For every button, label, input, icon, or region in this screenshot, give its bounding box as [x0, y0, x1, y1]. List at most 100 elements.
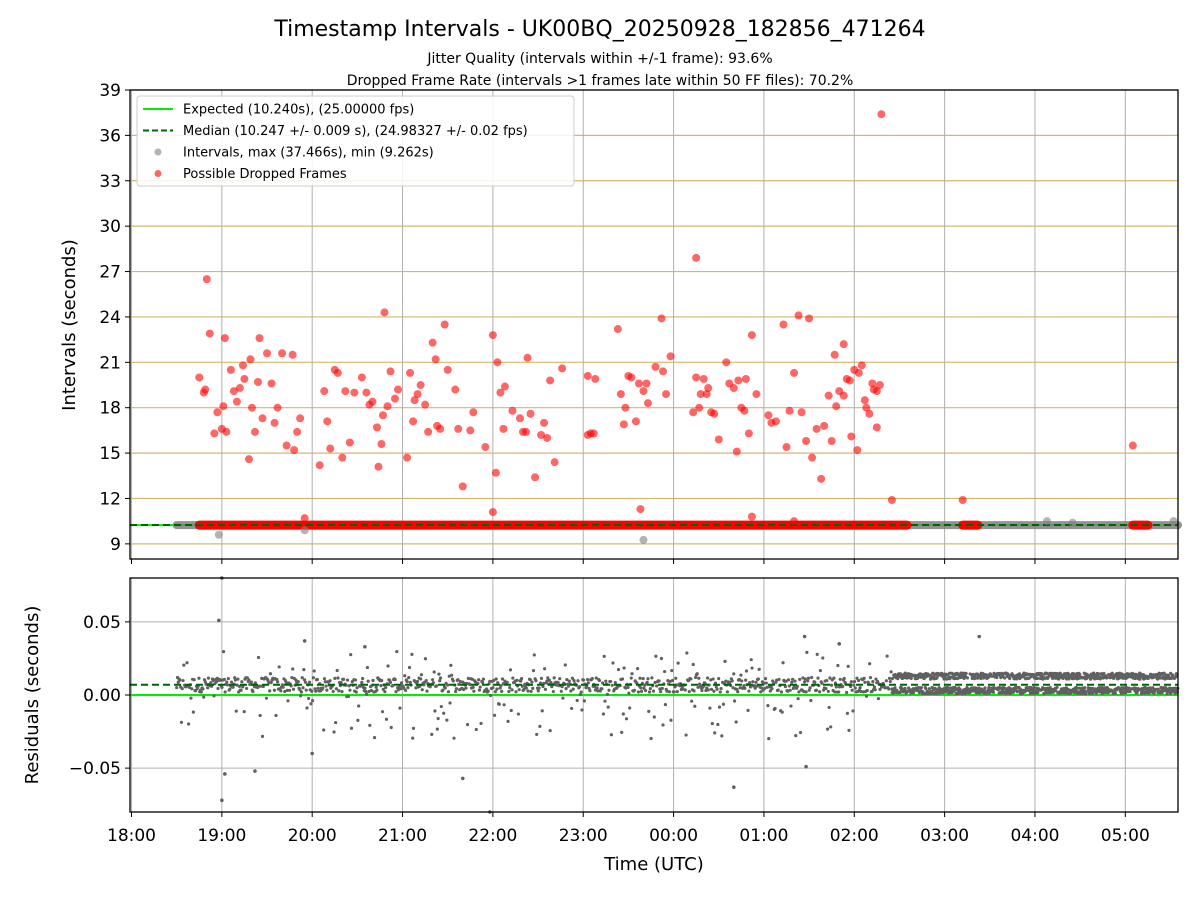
dropped-frame-point [689, 408, 698, 417]
residual-point [754, 680, 758, 684]
dropped-frame-point [469, 408, 478, 417]
residual-point [779, 690, 784, 694]
residual-point [458, 680, 462, 684]
residual-point [632, 688, 637, 692]
residual-point [477, 678, 481, 682]
dropped-frame-point [406, 368, 415, 377]
dropped-frame-point [868, 379, 877, 388]
residual-point [249, 680, 253, 684]
residual-point [604, 679, 608, 683]
residual-point [692, 689, 696, 693]
dropped-frame-point [436, 424, 445, 433]
dropped-frame-point [832, 402, 841, 411]
residual-point [364, 690, 368, 694]
dropped-frame-point [416, 381, 425, 390]
residual-point [873, 688, 877, 692]
dropped-frame-point [779, 320, 788, 329]
residual-point [817, 690, 822, 694]
residual-point [558, 677, 562, 681]
dropped-frame-point [431, 355, 440, 364]
residual-point [182, 663, 186, 667]
residual-point [852, 679, 857, 684]
residual-outlier-point [732, 785, 736, 789]
dropped-frame-point [374, 462, 383, 471]
residual-point [285, 688, 289, 692]
residual-point [310, 689, 314, 693]
residual-point [1083, 686, 1087, 690]
residual-point [247, 678, 251, 682]
residual-point [676, 661, 680, 665]
residual-point [663, 669, 667, 674]
residual-point [408, 680, 412, 684]
residual-point [648, 686, 652, 691]
dropped-frame-point [722, 358, 731, 367]
residual-point [809, 698, 813, 703]
residual-point [742, 683, 746, 688]
residual-point [738, 686, 742, 690]
residual-point [531, 669, 536, 673]
residual-point [579, 690, 583, 694]
residual-point [572, 678, 576, 683]
residual-point [300, 676, 304, 680]
residual-point [340, 690, 344, 694]
residual-point [438, 679, 442, 683]
dropped-frame-point [315, 461, 324, 470]
residual-point [1054, 689, 1058, 693]
residual-point [759, 690, 763, 694]
residual-point [331, 689, 335, 694]
dropped-frame-point [250, 427, 259, 436]
x-tick-label: 05:00 [1101, 826, 1150, 846]
residual-point [813, 680, 817, 684]
residual-point [353, 678, 358, 682]
residual-point [827, 705, 831, 710]
residual-point [430, 732, 434, 736]
residual-point [820, 681, 824, 685]
residual-point [763, 686, 767, 691]
residual-point [423, 657, 428, 661]
residual-point [675, 690, 679, 694]
dropped-frame-point [428, 338, 437, 347]
residual-point [531, 686, 535, 691]
intervals-y-tick-label: 18 [99, 399, 121, 419]
residual-point [713, 731, 717, 735]
residual-point [276, 680, 280, 684]
dropped-frame-point [377, 440, 386, 449]
residual-point [493, 690, 497, 694]
residual-point [337, 689, 341, 693]
dropped-frame-point [424, 427, 433, 436]
dropped-frame-point [875, 381, 884, 390]
residual-point [515, 678, 519, 682]
residual-point [495, 687, 499, 691]
residual-point [375, 688, 379, 692]
dropped-frame-point [244, 455, 253, 464]
residual-point [595, 686, 599, 690]
residual-point [642, 686, 646, 690]
residual-point [1040, 673, 1044, 677]
dropped-frame-point [232, 397, 241, 406]
intervals-y-tick-label: 21 [99, 353, 121, 373]
dropped-frame-point [704, 384, 713, 393]
x-tick-label: 19:00 [197, 826, 246, 846]
residual-point [325, 688, 329, 692]
residual-point [636, 666, 640, 671]
residual-point [670, 678, 675, 683]
residual-point [1121, 691, 1125, 695]
dropped-frame-point [323, 417, 332, 426]
residual-point [310, 699, 315, 703]
dropped-frame-point [802, 436, 811, 445]
residual-point [446, 690, 451, 694]
residual-point [301, 686, 305, 690]
residual-point [607, 688, 611, 692]
residual-point [868, 662, 872, 666]
residual-outlier-point [302, 639, 307, 643]
dropped-frame-point [702, 390, 711, 399]
dropped-frame-point [499, 424, 508, 433]
residual-point [383, 690, 387, 694]
dropped-frame-point [380, 308, 389, 317]
residual-point [505, 680, 509, 684]
residual-point [597, 678, 602, 683]
residual-point [603, 699, 607, 703]
residual-point [696, 685, 700, 689]
dropped-frame-point [493, 358, 502, 367]
residual-point [786, 678, 791, 682]
